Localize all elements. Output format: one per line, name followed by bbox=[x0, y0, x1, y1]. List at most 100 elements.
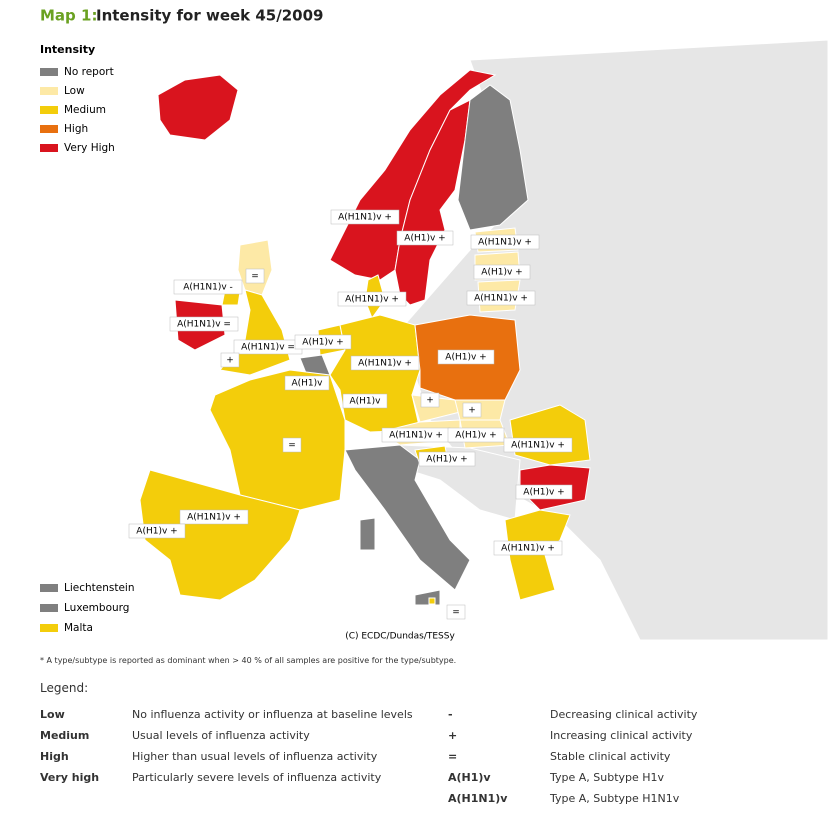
symbol-meaning: Stable clinical activity bbox=[550, 750, 671, 763]
symbol: A(H1N1)v bbox=[448, 792, 508, 805]
legend-swatch bbox=[40, 125, 58, 133]
finland bbox=[457, 84, 529, 231]
legend-label: Very High bbox=[64, 142, 115, 154]
map-label: A(H1N1)v + bbox=[345, 295, 399, 305]
france bbox=[209, 369, 346, 511]
legend-title: Intensity bbox=[40, 43, 95, 56]
norway bbox=[329, 69, 497, 281]
legend-row: = Stable clinical activity bbox=[448, 750, 697, 771]
label-box bbox=[179, 509, 249, 525]
map-label: A(H1)v + bbox=[523, 488, 564, 498]
footnote: * A type/subtype is reported as dominant… bbox=[40, 656, 457, 665]
level-term: High bbox=[40, 750, 69, 763]
symbol: A(H1)v bbox=[448, 771, 491, 784]
legend-row: + Increasing clinical activity bbox=[448, 729, 697, 750]
label-box bbox=[418, 451, 476, 467]
legend-row: - Decreasing clinical activity bbox=[448, 708, 697, 729]
legend-swatch bbox=[40, 584, 58, 592]
map-label: = bbox=[452, 608, 460, 618]
intensity-legend: Intensity No report Low Medium High Very High bbox=[40, 43, 115, 154]
land bbox=[139, 39, 828, 641]
label-box bbox=[473, 264, 531, 280]
label-box bbox=[245, 268, 265, 284]
map-label: A(H1N1)v + bbox=[474, 294, 528, 304]
symbol-meaning: Increasing clinical activity bbox=[550, 729, 693, 742]
symbol: - bbox=[448, 708, 453, 721]
map-label: A(H1)v + bbox=[136, 527, 177, 537]
label-box bbox=[396, 230, 454, 246]
credit: (C) ECDC/Dundas/TESSy bbox=[345, 632, 455, 642]
symbol-table: - Decreasing clinical activity + Increasing… bbox=[448, 708, 697, 813]
legend-label: High bbox=[64, 123, 88, 135]
label-box bbox=[173, 279, 243, 295]
level-description: Particularly severe levels of influenza … bbox=[132, 771, 382, 784]
legend-row: Low No influenza activity or influenza at… bbox=[40, 708, 413, 729]
legend-label: Malta bbox=[64, 622, 93, 634]
label-box bbox=[446, 604, 466, 620]
legend-swatch bbox=[40, 87, 58, 95]
label-box bbox=[493, 540, 563, 556]
map-label: A(H1N1)v + bbox=[511, 441, 565, 451]
level-description: Usual levels of influenza activity bbox=[132, 729, 310, 742]
label-box bbox=[169, 316, 239, 332]
label-box bbox=[503, 437, 573, 453]
label-box bbox=[466, 290, 536, 306]
map-label: A(H1N1)v + bbox=[389, 431, 443, 441]
level-term: Very high bbox=[40, 771, 100, 784]
legend-label: Medium bbox=[64, 104, 106, 116]
map-prefix: Map 1: bbox=[40, 7, 97, 25]
legend-swatch bbox=[40, 144, 58, 152]
level-table: Low No influenza activity or influenza at… bbox=[40, 708, 413, 792]
legend-row: High Higher than usual levels of influenz… bbox=[40, 750, 413, 771]
map-label: = bbox=[251, 272, 259, 282]
map-label: A(H1)v + bbox=[445, 353, 486, 363]
level-description: No influenza activity or influenza at ba… bbox=[132, 708, 413, 721]
label-box bbox=[282, 437, 302, 453]
legend-label: No report bbox=[64, 66, 114, 78]
label-box bbox=[420, 392, 440, 408]
map-label: A(H1)v bbox=[350, 397, 382, 407]
label-box bbox=[342, 393, 388, 409]
label-box bbox=[337, 291, 407, 307]
label-box bbox=[330, 209, 400, 225]
map-label: A(H1N1)v + bbox=[187, 513, 241, 523]
map-label: A(H1N1)v = bbox=[241, 343, 295, 353]
small-states: Liechtenstein Luxembourg Malta bbox=[40, 582, 135, 634]
legend-title: Legend: bbox=[40, 681, 89, 695]
legend-row: Very high Particularly severe levels of i… bbox=[40, 771, 413, 792]
map-label: = bbox=[288, 441, 296, 451]
symbol-meaning: Type A, Subtype H1v bbox=[550, 771, 665, 784]
iceland bbox=[157, 74, 239, 141]
sweden bbox=[394, 99, 471, 306]
legend-row: A(H1N1)v Type A, Subtype H1N1v bbox=[448, 792, 697, 813]
level-term: Medium bbox=[40, 729, 90, 742]
map-label: A(H1)v + bbox=[302, 338, 343, 348]
map-label: A(H1)v + bbox=[426, 455, 467, 465]
map-labels: A(H1N1)v + A(H1)v + A(H1N1)v + A(H1)v + A(H1… bbox=[128, 209, 573, 620]
label-box bbox=[350, 355, 420, 371]
malta bbox=[428, 597, 436, 605]
map-label: A(H1)v + bbox=[481, 268, 522, 278]
legend-swatch bbox=[40, 624, 58, 632]
sardinia bbox=[359, 517, 376, 551]
map-label: A(H1N1)v + bbox=[501, 544, 555, 554]
level-term: Low bbox=[40, 708, 65, 721]
legend-swatch bbox=[40, 604, 58, 612]
symbol-meaning: Decreasing clinical activity bbox=[550, 708, 698, 721]
legend-swatch bbox=[40, 68, 58, 76]
label-box bbox=[447, 427, 505, 443]
symbol: = bbox=[448, 750, 458, 763]
map-label: A(H1)v bbox=[292, 379, 324, 389]
legend-label: Luxembourg bbox=[64, 602, 129, 614]
symbol: + bbox=[448, 729, 458, 742]
legend-label: Liechtenstein bbox=[64, 582, 135, 594]
label-box bbox=[437, 349, 495, 365]
label-box bbox=[220, 352, 240, 368]
sicily bbox=[414, 589, 441, 606]
label-box bbox=[470, 234, 540, 250]
label-box bbox=[284, 375, 330, 391]
level-description: Higher than usual levels of influenza ac… bbox=[132, 750, 378, 763]
map-label: A(H1)v + bbox=[455, 431, 496, 441]
map-label: A(H1)v + bbox=[404, 234, 445, 244]
